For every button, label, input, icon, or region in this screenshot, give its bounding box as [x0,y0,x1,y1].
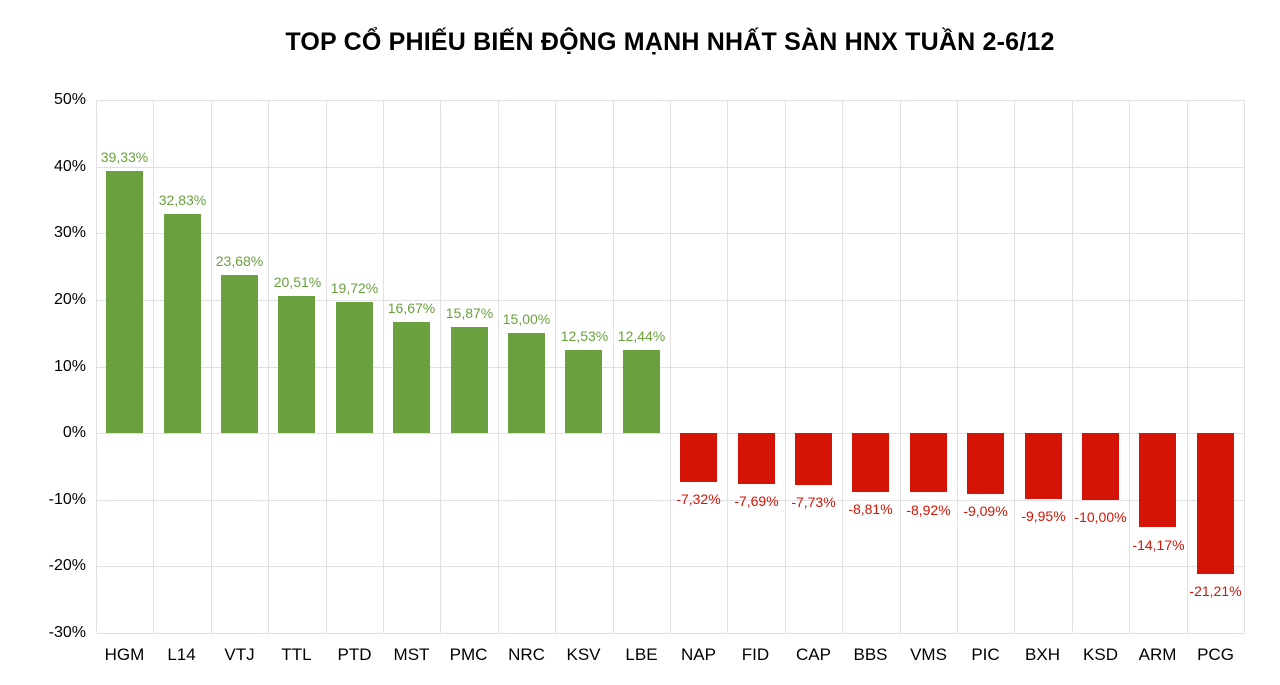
gridline-vertical [1014,100,1015,633]
bar-ksv [565,350,602,433]
gridline-vertical [268,100,269,633]
y-axis-label: 40% [53,158,86,175]
y-axis-label: -10% [48,491,86,508]
x-axis-label: L14 [167,645,196,664]
x-axis-label: HGM [104,645,145,664]
bar-value-label: -7,73% [791,494,836,510]
x-axis-label: PCG [1197,645,1234,664]
x-axis-label: PIC [971,645,1000,664]
bar-value-label: -9,95% [1021,508,1066,524]
bar-value-label: 39,33% [100,149,149,165]
bar-nrc [508,333,545,433]
gridline-vertical [670,100,671,633]
gridline-vertical [440,100,441,633]
x-axis-label: PTD [337,645,372,664]
x-axis-label: BXH [1025,645,1060,664]
x-axis-label: CAP [796,645,831,664]
gridline-vertical [1129,100,1130,633]
gridline-vertical [1244,100,1245,633]
bar-fid [738,433,775,484]
y-axis-label: 20% [53,291,86,308]
gridline-vertical [498,100,499,633]
gridline-vertical [211,100,212,633]
x-axis-label: FID [741,645,770,664]
gridline-vertical [900,100,901,633]
bar-value-label: 15,87% [445,305,494,321]
gridline-vertical [1187,100,1188,633]
bar-lbe [623,350,660,433]
bar-value-label: 19,72% [330,280,379,296]
y-axis-label: 50% [53,91,86,108]
gridline-vertical [842,100,843,633]
y-axis-label: -30% [48,624,86,641]
bar-value-label: 12,44% [617,328,666,344]
gridline-vertical [957,100,958,633]
gridline-vertical [785,100,786,633]
x-axis-label: NRC [508,645,545,664]
bar-value-label: -21,21% [1189,583,1242,599]
bar-vms [910,433,947,492]
bar-l14 [164,214,201,433]
x-axis-label: LBE [625,645,658,664]
bar-hgm [106,171,143,433]
x-axis-label: KSV [566,645,601,664]
y-axis-label: 0% [62,424,86,441]
bar-ksd [1082,433,1119,500]
y-axis-label: -20% [48,557,86,574]
x-axis-label: VTJ [224,645,255,664]
gridline-vertical [613,100,614,633]
bar-value-label: -7,32% [676,491,721,507]
bar-ptd [336,302,373,433]
bar-pmc [451,327,488,433]
bar-mst [393,322,430,433]
bar-ttl [278,296,315,433]
bar-value-label: 15,00% [502,311,551,327]
bar-value-label: 32,83% [158,192,207,208]
gridline-vertical [96,100,97,633]
x-axis-label: KSD [1083,645,1118,664]
gridline-vertical [383,100,384,633]
y-axis-label: 30% [53,224,86,241]
bar-cap [795,433,832,485]
bar-vtj [221,275,258,433]
x-axis-label: VMS [910,645,947,664]
x-axis-label: ARM [1138,645,1177,664]
x-axis-label: BBS [853,645,888,664]
bar-nap [680,433,717,482]
bar-value-label: -10,00% [1074,509,1127,525]
x-axis-label: MST [393,645,430,664]
bar-value-label: -9,09% [963,503,1008,519]
x-axis-label: PMC [449,645,488,664]
bar-bxh [1025,433,1062,499]
y-axis: 50% 40% 30% 20% 10% 0% -10% -20% -30% [0,91,86,641]
x-axis: HGM L14 VTJ TTL PTD MST PMC NRC KSV LBE NAP FID CAP B… [96,645,1244,669]
x-axis-label: NAP [681,645,716,664]
bar-value-label: 23,68% [215,253,264,269]
bar-pic [967,433,1004,494]
bar-value-label: 20,51% [273,274,322,290]
plot-area: 39,33% 32,83% 23,68% 20,51% 19,72% 16,67% 15,8… [96,100,1245,634]
bar-pcg [1197,433,1234,574]
bar-value-label: -8,92% [906,502,951,518]
gridline-vertical [727,100,728,633]
bar-value-label: -7,69% [734,493,779,509]
bar-value-label: -14,17% [1132,537,1185,553]
y-axis-label: 10% [53,358,86,375]
bar-value-label: -8,81% [848,501,893,517]
x-axis-label: TTL [281,645,312,664]
bar-value-label: 12,53% [560,328,609,344]
gridline-horizontal [96,633,1244,634]
gridline-vertical [326,100,327,633]
gridline-vertical [555,100,556,633]
bar-value-label: 16,67% [387,300,436,316]
chart-title: TOP CỔ PHIẾU BIẾN ĐỘNG MẠNH NHẤT SÀN HNX… [285,28,1055,56]
gridline-vertical [153,100,154,633]
gridline-vertical [1072,100,1073,633]
bar-bbs [852,433,889,492]
bar-arm [1139,433,1176,527]
